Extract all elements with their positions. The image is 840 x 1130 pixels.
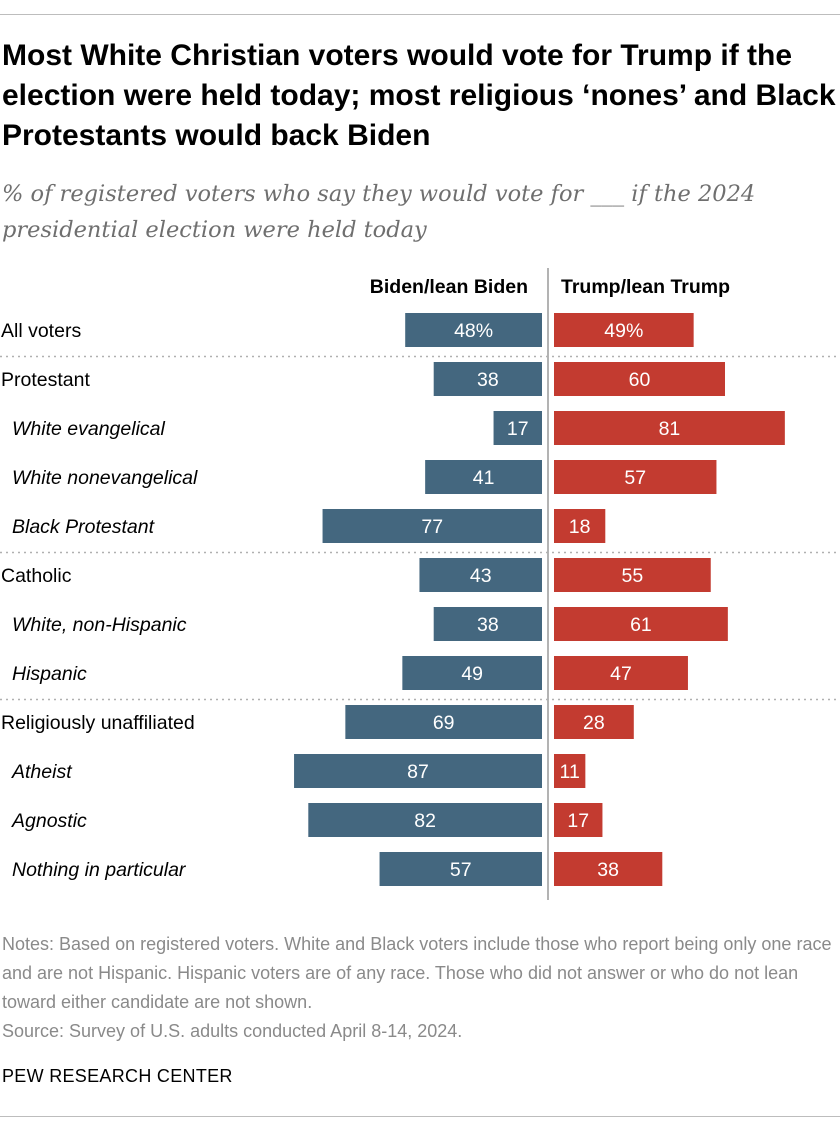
chart-title: Most White Christian voters would vote f…	[2, 39, 836, 152]
category-label: White evangelical	[12, 418, 165, 440]
trump-value-label: 61	[630, 614, 652, 636]
category-label: Nothing in particular	[12, 859, 187, 881]
trump-bar	[554, 460, 717, 494]
category-label: Agnostic	[11, 810, 87, 832]
biden-value-label: 87	[407, 761, 429, 783]
biden-bar	[402, 656, 542, 690]
trump-bar	[554, 803, 603, 837]
category-label: Religiously unaffiliated	[1, 712, 195, 734]
trump-bar	[554, 558, 711, 592]
top-rule	[0, 14, 840, 15]
biden-bar	[425, 460, 542, 494]
trump-bar	[554, 509, 606, 543]
category-label: White, non-Hispanic	[12, 614, 187, 636]
biden-value-label: 49	[461, 663, 483, 685]
bar-chart: Biden/lean Biden Trump/lean Trump All vote…	[0, 268, 840, 900]
biden-value-label: 77	[421, 516, 443, 538]
biden-bar	[322, 509, 542, 543]
trump-value-label: 17	[567, 810, 589, 832]
trump-bar	[554, 754, 586, 788]
biden-value-label: 69	[433, 712, 455, 734]
biden-value-label: 38	[477, 614, 499, 636]
biden-value-label: 41	[473, 467, 495, 489]
chart-source: Source: Survey of U.S. adults conducted …	[2, 1021, 463, 1041]
category-label: White nonevangelical	[12, 467, 198, 489]
bottom-rule	[0, 1116, 840, 1117]
category-label: All voters	[1, 320, 81, 342]
trump-value-label: 38	[597, 859, 619, 881]
category-label: Catholic	[1, 565, 72, 587]
trump-bar	[554, 313, 694, 347]
trump-value-label: 81	[659, 418, 681, 440]
biden-bar	[405, 313, 542, 347]
biden-value-label: 57	[450, 859, 472, 881]
biden-value-label: 82	[414, 810, 436, 832]
biden-value-label: 48%	[454, 320, 493, 342]
trump-value-label: 18	[569, 516, 591, 538]
chart-subtitle: % of registered voters who say they woul…	[2, 181, 756, 243]
category-label: Hispanic	[12, 663, 87, 685]
biden-bar	[294, 754, 542, 788]
biden-bar	[433, 362, 542, 396]
trump-value-label: 57	[624, 467, 646, 489]
biden-value-label: 38	[477, 369, 499, 391]
trump-value-label: 47	[610, 663, 632, 685]
category-label: Protestant	[1, 369, 90, 391]
brand-logo-text: PEW RESEARCH CENTER	[2, 1066, 233, 1086]
biden-bar	[493, 411, 542, 445]
legend-trump-header: Trump/lean Trump	[561, 276, 730, 298]
biden-value-label: 17	[507, 418, 529, 440]
biden-bar	[345, 705, 542, 739]
biden-bar	[308, 803, 542, 837]
category-label: Atheist	[11, 761, 73, 783]
biden-bar	[433, 607, 542, 641]
category-label: Black Protestant	[12, 516, 156, 538]
trump-bar	[554, 411, 785, 445]
trump-value-label: 28	[583, 712, 605, 734]
trump-bar	[554, 705, 634, 739]
trump-bar	[554, 656, 688, 690]
chart-notes: Notes: Based on registered voters. White…	[2, 934, 832, 1012]
legend-biden-header: Biden/lean Biden	[370, 276, 528, 298]
trump-bar	[554, 607, 728, 641]
trump-value-label: 60	[629, 369, 651, 391]
trump-bar	[554, 362, 725, 396]
trump-value-label: 49%	[604, 320, 643, 342]
trump-value-label: 11	[560, 761, 580, 783]
trump-bar	[554, 852, 663, 886]
biden-bar	[379, 852, 542, 886]
trump-value-label: 55	[622, 565, 644, 587]
biden-value-label: 43	[470, 565, 492, 587]
biden-bar	[419, 558, 542, 592]
